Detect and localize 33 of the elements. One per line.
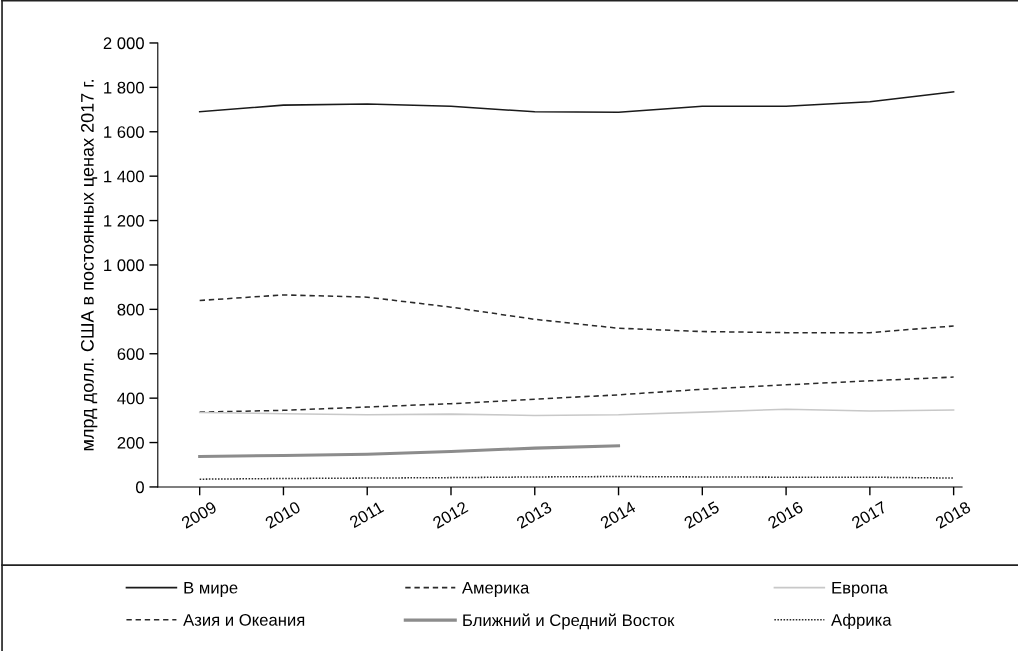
y-tick-label: 1 200 — [104, 214, 144, 227]
y-tick-label: 200 — [117, 436, 144, 449]
x-tick-label: 2015 — [683, 500, 720, 529]
x-tick-label: 2011 — [348, 500, 385, 529]
x-tick-label: 2017 — [850, 500, 888, 529]
x-tick-label: 2013 — [515, 500, 553, 529]
legend-label: Америка — [461, 581, 530, 597]
y-tick-label: 1 800 — [104, 81, 144, 94]
x-tick-label: 2010 — [264, 500, 302, 529]
line-series — [198, 444, 621, 459]
y-tick-label: 1 000 — [104, 259, 144, 272]
y-tick-label: 800 — [117, 303, 144, 316]
y-tick-label: 1 600 — [104, 126, 144, 138]
x-tick-label: 2016 — [767, 500, 804, 529]
legend-label: Африка — [831, 613, 892, 630]
x-tick-label: 2009 — [180, 500, 218, 529]
legend-label: Азия и Океания — [183, 614, 305, 626]
y-tick-label: 2 000 — [103, 37, 144, 50]
legend-label: Ближний и Средний Восток — [463, 613, 675, 630]
legend-label: В мире — [184, 581, 238, 597]
line-series — [198, 91, 955, 113]
line-series — [198, 376, 955, 413]
x-tick-label: 2012 — [432, 500, 469, 529]
line-series — [198, 294, 955, 334]
line-series — [198, 408, 955, 417]
y-tick-label: 0 — [135, 481, 144, 494]
x-tick-label: 2014 — [599, 500, 637, 529]
y-tick-label: 1 400 — [104, 170, 144, 183]
legend-label: Европа — [832, 581, 888, 597]
y-tick-label: 600 — [117, 348, 144, 360]
x-tick-label: 2018 — [934, 500, 972, 529]
y-axis-title: млрд долл. США в постоянных ценах 2017 г. — [80, 80, 98, 451]
y-tick-label: 400 — [117, 392, 144, 405]
